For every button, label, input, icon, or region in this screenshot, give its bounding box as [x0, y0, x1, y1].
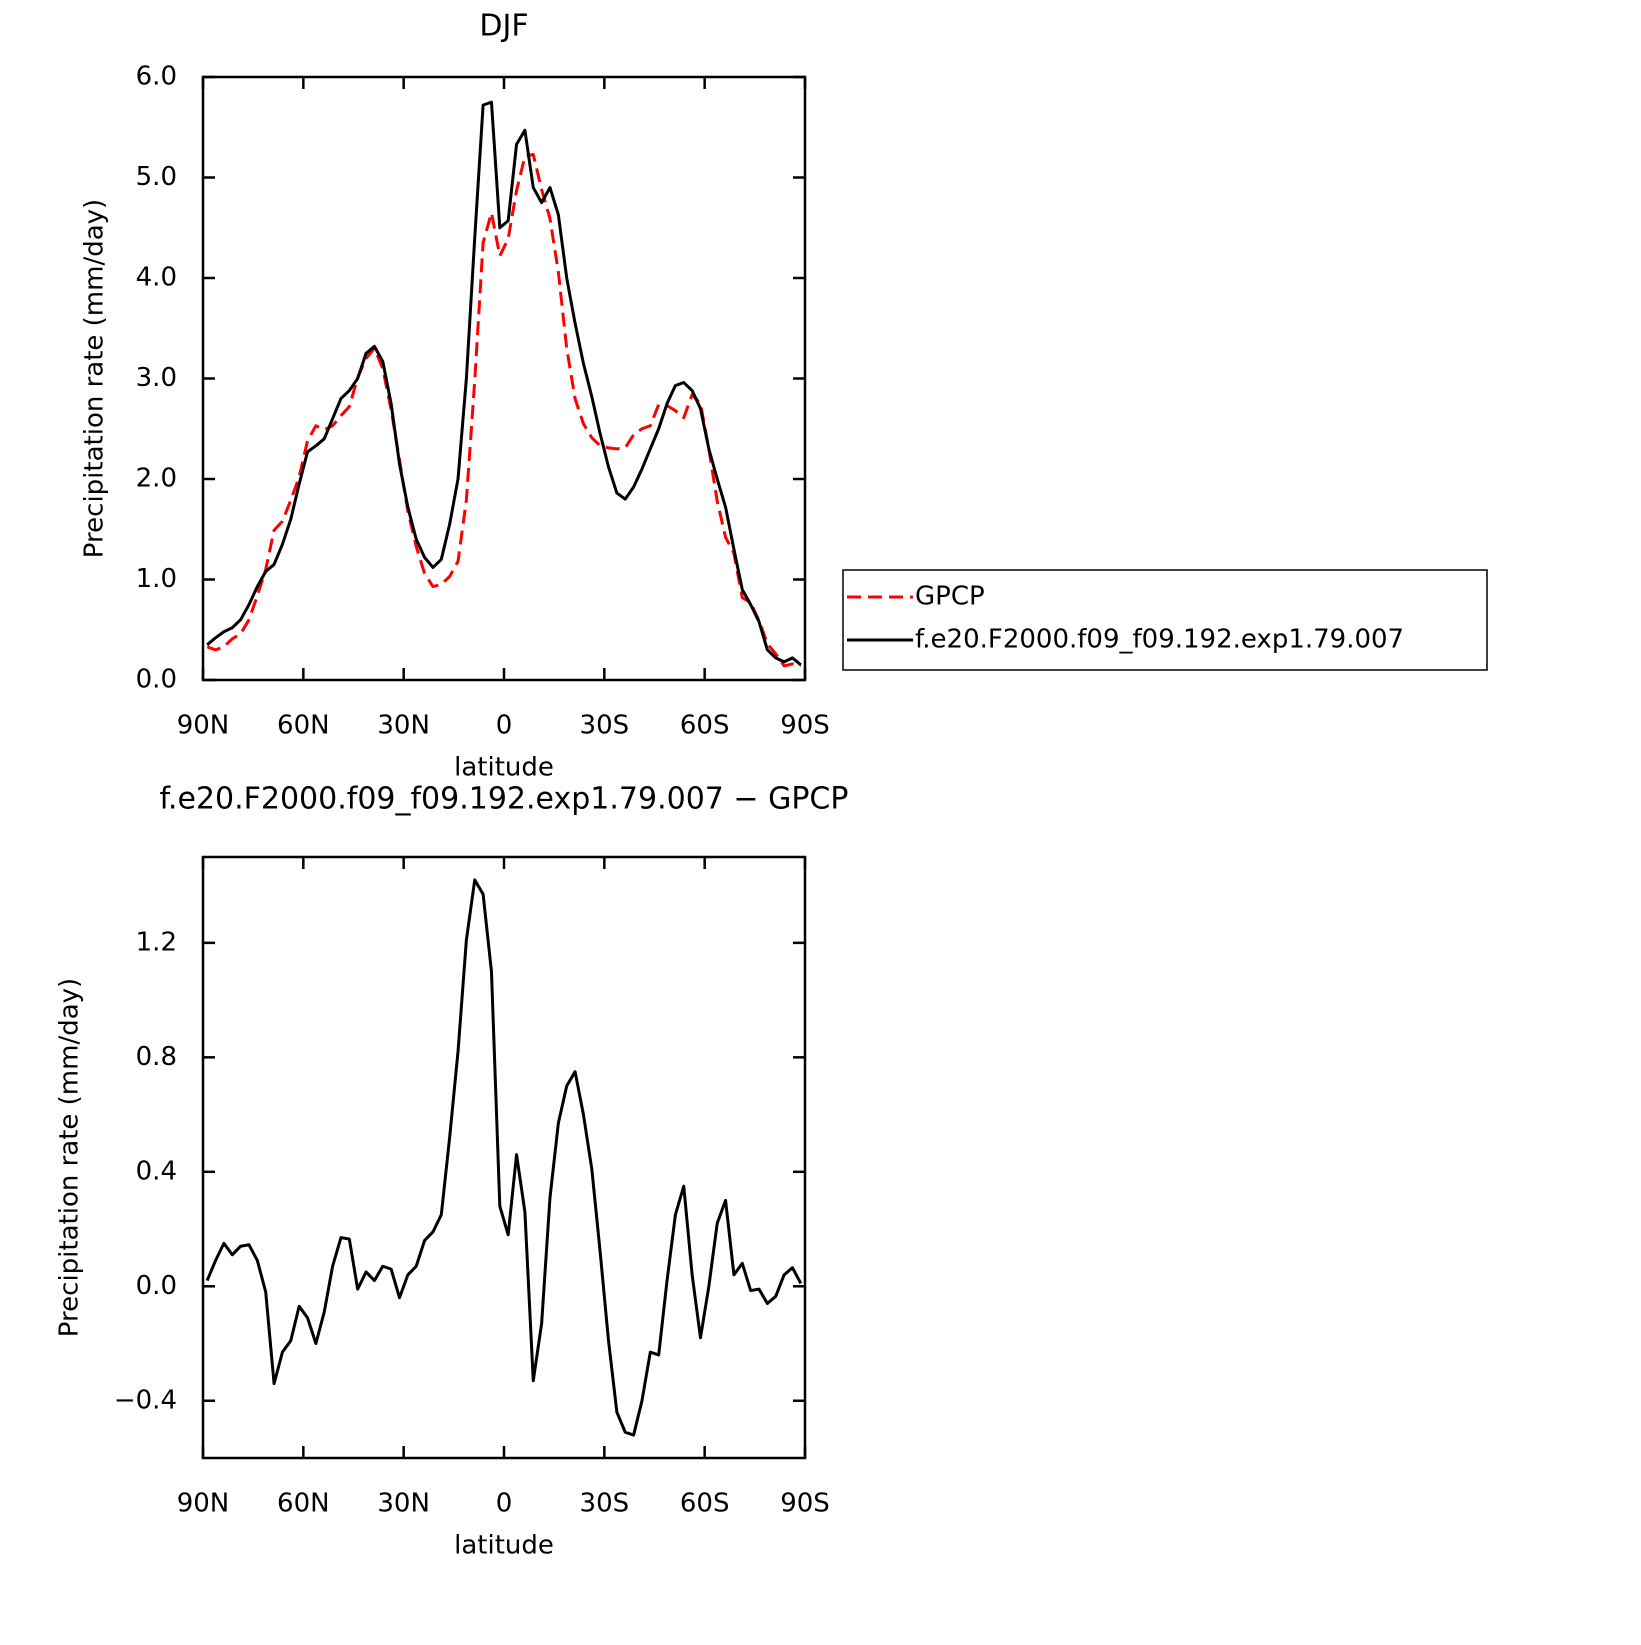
data-line: [206, 100, 802, 667]
y-axis-label: Precipitation rate (mm/day): [80, 199, 110, 558]
y-tick-label: 3.0: [136, 363, 177, 393]
chart-title: f.e20.F2000.f09_f09.192.exp1.79.007 − GP…: [160, 782, 849, 817]
y-tick-label: −0.4: [114, 1385, 177, 1415]
y-tick-label: 4.0: [136, 263, 177, 293]
legend-label: GPCP: [915, 582, 985, 612]
x-tick-label: 90S: [780, 711, 830, 741]
y-tick-label: 0.8: [136, 1042, 177, 1072]
legend-label: f.e20.F2000.f09_f09.192.exp1.79.007: [915, 625, 1404, 655]
y-tick-label: 1.2: [136, 927, 177, 957]
y-tick-label: 5.0: [136, 162, 177, 192]
x-tick-label: 0: [496, 711, 513, 741]
data-line: [205, 878, 803, 1437]
x-tick-label: 90N: [177, 1489, 230, 1519]
x-tick-label: 60N: [277, 1489, 330, 1519]
data-line: [206, 152, 802, 668]
x-tick-label: 30S: [580, 711, 630, 741]
plot-frame: [201, 855, 807, 1460]
x-tick-label: 30N: [377, 711, 430, 741]
x-tick-label: 60S: [680, 711, 730, 741]
legend-box: [842, 569, 1488, 671]
y-tick-label: 0.0: [136, 665, 177, 695]
y-tick-label: 1.0: [136, 564, 177, 594]
x-tick-label: 90S: [780, 1489, 830, 1519]
plot-frame: [201, 75, 807, 682]
x-tick-label: 30S: [580, 1489, 630, 1519]
x-tick-label: 60S: [680, 1489, 730, 1519]
y-axis-label: Precipitation rate (mm/day): [55, 978, 85, 1337]
x-axis-label: latitude: [454, 753, 554, 783]
y-tick-label: 0.0: [136, 1271, 177, 1301]
x-tick-label: 90N: [177, 711, 230, 741]
chart-title: DJF: [479, 9, 528, 44]
x-tick-label: 60N: [277, 711, 330, 741]
x-tick-label: 30N: [377, 1489, 430, 1519]
x-tick-label: 0: [496, 1489, 513, 1519]
x-axis-label: latitude: [454, 1531, 554, 1561]
y-tick-label: 0.4: [136, 1156, 177, 1186]
y-tick-label: 6.0: [136, 62, 177, 92]
y-tick-label: 2.0: [136, 464, 177, 494]
